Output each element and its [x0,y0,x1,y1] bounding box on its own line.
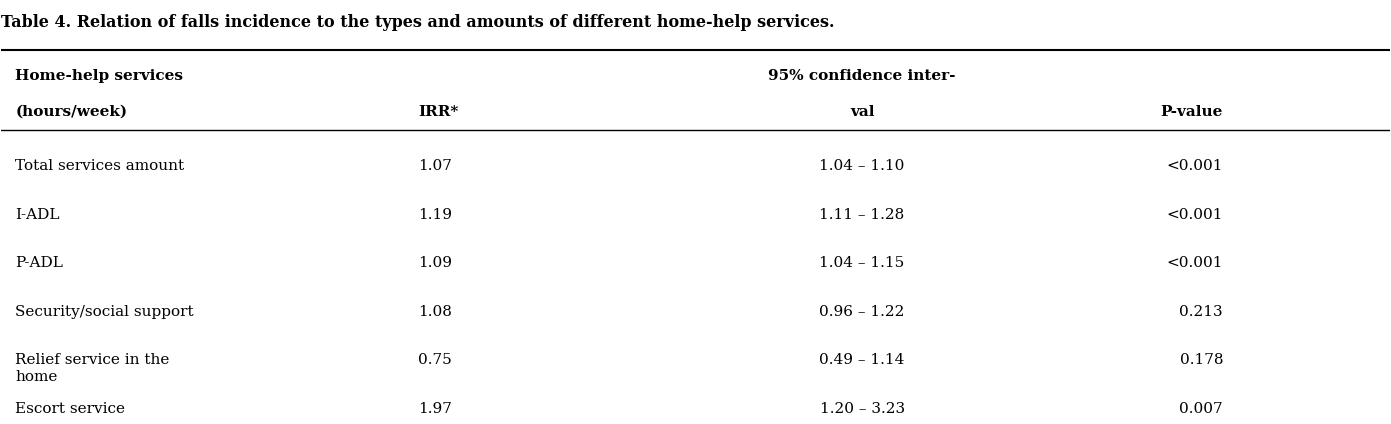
Text: 1.09: 1.09 [417,256,452,270]
Text: 1.08: 1.08 [417,305,452,319]
Text: P-value: P-value [1160,105,1223,119]
Text: 0.75: 0.75 [417,353,452,367]
Text: I-ADL: I-ADL [15,208,60,222]
Text: Relief service in the
home: Relief service in the home [15,353,170,385]
Text: IRR*: IRR* [417,105,458,119]
Text: 1.04 – 1.15: 1.04 – 1.15 [819,256,904,270]
Text: 1.20 – 3.23: 1.20 – 3.23 [819,402,904,416]
Text: 0.96 – 1.22: 0.96 – 1.22 [819,305,904,319]
Text: val: val [850,105,875,119]
Text: <0.001: <0.001 [1167,159,1223,173]
Text: 95% confidence inter-: 95% confidence inter- [768,69,956,83]
Text: P-ADL: P-ADL [15,256,63,270]
Text: 0.178: 0.178 [1180,353,1223,367]
Text: 1.11 – 1.28: 1.11 – 1.28 [819,208,904,222]
Text: 1.97: 1.97 [417,402,452,416]
Text: <0.001: <0.001 [1167,208,1223,222]
Text: <0.001: <0.001 [1167,256,1223,270]
Text: 0.213: 0.213 [1180,305,1223,319]
Text: 0.49 – 1.14: 0.49 – 1.14 [819,353,904,367]
Text: 1.04 – 1.10: 1.04 – 1.10 [819,159,904,173]
Text: 0.007: 0.007 [1180,402,1223,416]
Text: 1.07: 1.07 [417,159,452,173]
Text: Total services amount: Total services amount [15,159,185,173]
Text: Escort service: Escort service [15,402,125,416]
Text: Security/social support: Security/social support [15,305,193,319]
Text: Table 4. Relation of falls incidence to the types and amounts of different home-: Table 4. Relation of falls incidence to … [1,14,835,31]
Text: 1.19: 1.19 [417,208,452,222]
Text: (hours/week): (hours/week) [15,105,128,119]
Text: Home-help services: Home-help services [15,69,184,83]
